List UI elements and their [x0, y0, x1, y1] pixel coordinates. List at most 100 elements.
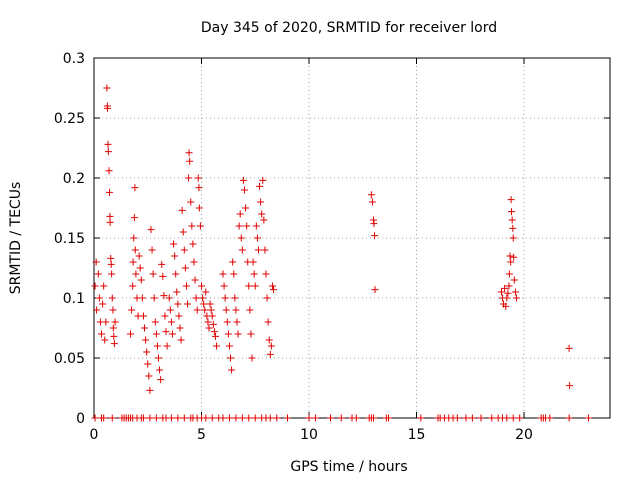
data-point: [193, 306, 201, 314]
data-point: [262, 270, 270, 278]
data-point: [107, 260, 115, 268]
data-point: [156, 366, 164, 374]
data-point: [104, 140, 112, 148]
data-point: [191, 276, 199, 284]
data-point: [107, 254, 115, 262]
axis-ticks: 0 5 10 15 20 0 0.05 0.1 0.15 0.2 0.25 0.3: [54, 51, 610, 443]
data-point: [512, 294, 520, 302]
data-point: [109, 324, 117, 332]
data-point: [108, 270, 116, 278]
data-point: [239, 176, 247, 184]
data-point: [222, 306, 230, 314]
data-point: [505, 282, 513, 290]
x-tick-label: 15: [408, 427, 426, 443]
data-point: [152, 330, 160, 338]
data-point: [225, 342, 233, 350]
data-point: [91, 282, 99, 290]
data-point-zero: [238, 414, 246, 422]
data-point: [177, 336, 185, 344]
data-point: [181, 264, 189, 272]
data-point: [104, 104, 112, 112]
data-point-zero: [453, 414, 461, 422]
data-point: [238, 246, 246, 254]
data-point: [143, 348, 151, 356]
data-point: [252, 222, 260, 230]
data-point: [211, 332, 219, 340]
data-point: [186, 157, 194, 165]
data-point-zero: [202, 414, 210, 422]
data-point: [176, 324, 184, 332]
data-point: [157, 376, 165, 384]
data-point: [224, 330, 232, 338]
data-point: [264, 318, 272, 326]
y-tick-label: 0.15: [54, 231, 85, 247]
data-point: [158, 260, 166, 268]
data-point: [139, 312, 147, 320]
data-points: [91, 84, 592, 422]
y-tick-label: 0.25: [54, 111, 85, 127]
data-point: [206, 300, 214, 308]
data-point: [221, 294, 229, 302]
data-point: [241, 186, 248, 194]
data-point-zero: [516, 414, 524, 422]
y-axis-label: SRMTID / TECUs: [8, 182, 24, 295]
data-point: [219, 270, 227, 278]
data-point-zero: [266, 414, 274, 422]
data-point: [190, 258, 198, 266]
data-point: [228, 366, 236, 374]
data-point: [175, 312, 183, 320]
data-point-zero: [462, 414, 470, 422]
data-point: [506, 252, 514, 260]
data-point: [256, 182, 264, 190]
data-point-zero: [477, 414, 485, 422]
data-point: [504, 289, 512, 297]
data-point-zero: [180, 414, 188, 422]
data-point-zero: [585, 414, 592, 422]
data-point: [180, 246, 188, 254]
data-point: [233, 318, 241, 326]
data-point: [159, 272, 167, 280]
data-point: [250, 270, 258, 278]
data-point: [249, 258, 257, 266]
chart-title: Day 345 of 2020, SRMTID for receiver lor…: [201, 20, 497, 36]
data-point-zero: [225, 414, 233, 422]
data-point: [130, 214, 138, 222]
data-point: [109, 306, 117, 314]
data-point-zero: [284, 414, 291, 422]
data-point: [150, 294, 158, 302]
data-point: [267, 342, 275, 350]
data-point: [497, 288, 505, 296]
data-point: [188, 222, 196, 230]
data-point-zero: [417, 414, 425, 422]
data-point: [185, 174, 193, 182]
data-point: [207, 306, 215, 314]
data-point: [95, 294, 103, 302]
data-point: [254, 246, 262, 254]
data-point: [258, 210, 266, 218]
data-point: [202, 288, 210, 296]
data-point-zero: [327, 414, 334, 422]
data-point-zero: [509, 414, 517, 422]
x-tick-label: 10: [300, 427, 318, 443]
data-point: [151, 318, 159, 326]
data-point: [508, 216, 516, 224]
data-point-zero: [370, 414, 377, 422]
data-point-zero: [546, 414, 554, 422]
data-point-zero: [385, 414, 393, 422]
data-point: [259, 176, 267, 184]
data-point: [257, 198, 265, 206]
y-tick-label: 0.3: [63, 51, 85, 67]
data-point-zero: [305, 414, 313, 422]
data-point: [142, 336, 150, 344]
data-point: [136, 264, 144, 272]
data-point: [235, 222, 243, 230]
grid-lines: [94, 58, 610, 418]
data-point: [507, 196, 515, 204]
data-point: [165, 294, 173, 302]
data-point: [213, 342, 221, 350]
data-point: [153, 342, 161, 350]
data-point: [245, 282, 253, 290]
data-point: [166, 306, 174, 314]
data-point: [178, 206, 186, 214]
data-point: [502, 302, 510, 310]
